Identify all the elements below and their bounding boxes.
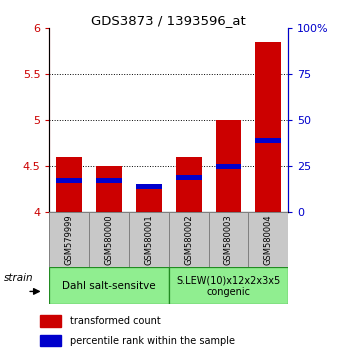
Bar: [169, 267, 288, 304]
Bar: [56, 178, 82, 183]
Bar: [255, 138, 281, 143]
Text: GSM580004: GSM580004: [264, 215, 273, 265]
Text: strain: strain: [4, 273, 33, 283]
Bar: [56, 157, 82, 212]
Bar: [216, 164, 241, 169]
Bar: [176, 157, 202, 212]
Text: transformed count: transformed count: [70, 316, 161, 326]
Bar: [169, 212, 209, 267]
Bar: [216, 120, 241, 212]
Text: percentile rank within the sample: percentile rank within the sample: [70, 336, 235, 346]
Bar: [40, 315, 61, 327]
Bar: [49, 212, 89, 267]
Bar: [176, 175, 202, 180]
Bar: [49, 267, 169, 304]
Text: GSM580003: GSM580003: [224, 215, 233, 265]
Text: S.LEW(10)x12x2x3x5
congenic: S.LEW(10)x12x2x3x5 congenic: [176, 275, 281, 297]
Text: GSM580002: GSM580002: [184, 215, 193, 265]
Bar: [96, 166, 122, 212]
Text: GSM580000: GSM580000: [105, 215, 114, 265]
Text: Dahl salt-sensitve: Dahl salt-sensitve: [62, 281, 156, 291]
Bar: [255, 42, 281, 212]
Bar: [129, 212, 169, 267]
Bar: [136, 189, 162, 212]
Bar: [248, 212, 288, 267]
Text: GSM580001: GSM580001: [144, 215, 153, 265]
Text: GSM579999: GSM579999: [65, 215, 74, 265]
Bar: [209, 212, 248, 267]
Bar: [96, 178, 122, 183]
Title: GDS3873 / 1393596_at: GDS3873 / 1393596_at: [91, 14, 246, 27]
Bar: [136, 184, 162, 189]
Bar: [89, 212, 129, 267]
Bar: [40, 335, 61, 346]
